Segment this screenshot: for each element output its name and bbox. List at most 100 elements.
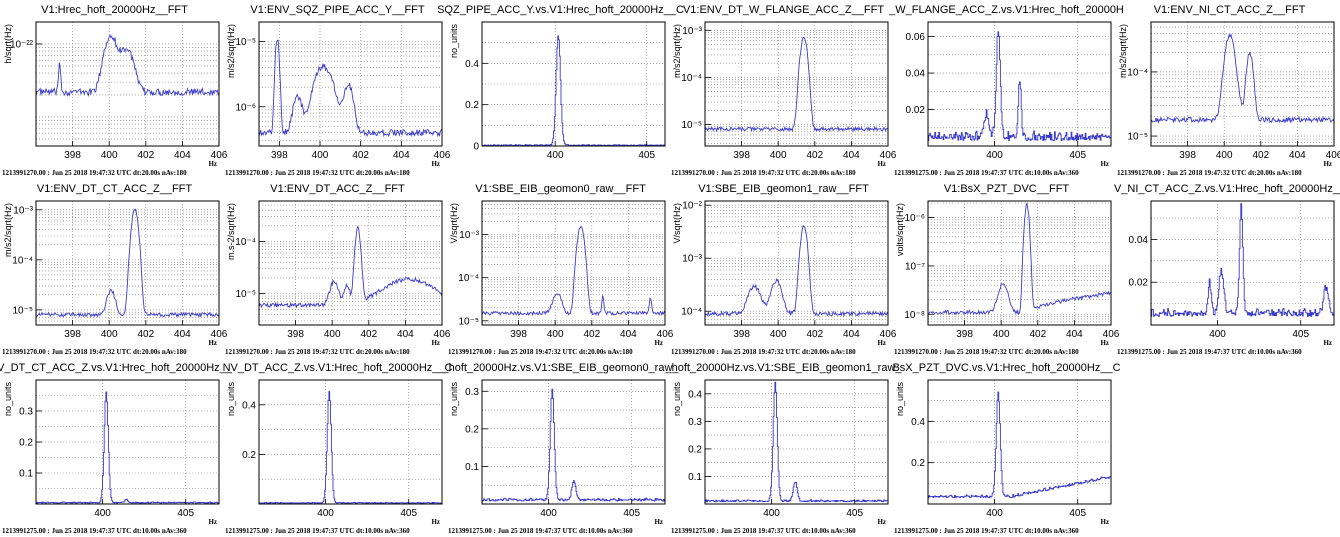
x-axis-label: Hz — [208, 160, 217, 168]
x-tick-label: 405 — [846, 508, 863, 519]
panel-title: _hoft_20000Hz.vs.V1:SBE_EIB_geomon1_raw_ — [664, 362, 902, 374]
x-tick-label: 400 — [993, 329, 1010, 340]
x-tick-label: 404 — [174, 150, 191, 161]
y-tick-label: 10⁻⁵ — [235, 289, 256, 300]
plot-frame — [35, 200, 220, 326]
x-tick-label: 406 — [434, 150, 451, 161]
plot-frame — [481, 21, 666, 147]
panel-footer: 1213991270.00 : Jun 25 2018 19:47:32 UTC… — [1117, 169, 1302, 177]
panel-footer: 1213991275.00 : Jun 25 2018 19:47:37 UTC… — [225, 527, 410, 535]
panel-footer: 1213991270.00 : Jun 25 2018 19:47:32 UTC… — [225, 169, 410, 177]
panel-title: NV_DT_ACC_Z.vs.V1:Hrec_hoft_20000Hz__C — [223, 362, 453, 374]
panel-footer: 1213991270.00 : Jun 25 2018 19:47:32 UTC… — [671, 348, 856, 356]
spectrum-panel-15: _hoft_20000Hz.vs.V1:SBE_EIB_geomon0_raw_… — [441, 362, 679, 535]
x-tick-label: 406 — [1103, 329, 1120, 340]
spectrum-trace — [35, 208, 220, 318]
plot-frame — [258, 379, 443, 505]
y-tick-label: 0.2 — [242, 450, 256, 461]
plot-area — [1151, 22, 1334, 146]
y-tick-label: 0.06 — [906, 32, 926, 43]
panel-title: V1:ENV_SQZ_PIPE_ACC_Y__FFT — [250, 4, 425, 16]
y-tick-label: 0.2 — [465, 100, 479, 111]
x-tick-label: 400 — [317, 508, 334, 519]
x-tick-label: 405 — [1069, 508, 1086, 519]
y-tick-label: 10⁻⁶ — [235, 102, 256, 113]
y-axis-label: m/s2/sqrt(Hz) — [226, 24, 236, 78]
x-tick-label: 406 — [211, 329, 228, 340]
spectrum-panel-5: _W_FLANGE_ACC_Z.vs.V1:Hrec_hoft_20000H 40… — [888, 4, 1124, 177]
y-tick-label: 0.2 — [688, 444, 702, 455]
x-tick-label: 406 — [657, 329, 674, 340]
x-tick-label: 404 — [1289, 150, 1306, 161]
x-tick-label: 398 — [510, 329, 527, 340]
panel-title: V_DT_CT_ACC_Z.vs.V1:Hrec_hoft_20000Hz__ — [0, 362, 233, 374]
plot-frame — [927, 21, 1112, 147]
x-tick-label: 398 — [1179, 150, 1196, 161]
x-tick-label: 400 — [324, 329, 341, 340]
x-tick-label: 400 — [1209, 329, 1226, 340]
x-tick-label: 405 — [638, 150, 655, 161]
panel-title: _hoft_20000Hz.vs.V1:SBE_EIB_geomon0_raw_ — [441, 362, 679, 374]
x-tick-label: 404 — [843, 329, 860, 340]
x-tick-label: 405 — [400, 508, 417, 519]
panel-footer: 1213991270.00 : Jun 25 2018 19:47:32 UTC… — [2, 169, 187, 177]
y-tick-label: 0.04 — [1129, 235, 1149, 246]
spectrum-trace — [704, 36, 889, 133]
plot-area — [259, 380, 442, 504]
x-tick-label: 400 — [547, 150, 564, 161]
y-tick-label: 10⁻⁶ — [904, 213, 925, 224]
y-tick-label: 0.02 — [1129, 278, 1149, 289]
plot-frame — [704, 200, 889, 326]
y-axis-label: m/s2/sqrt(Hz) — [672, 24, 682, 78]
x-tick-label: 406 — [434, 329, 451, 340]
spectrum-panel-13: V_DT_CT_ACC_Z.vs.V1:Hrec_hoft_20000Hz__ 4… — [0, 362, 233, 535]
x-tick-label: 406 — [1326, 150, 1340, 161]
y-axis-label: no_units — [449, 24, 459, 59]
x-tick-label: 405 — [1292, 329, 1309, 340]
x-axis-label: Hz — [877, 339, 886, 347]
spectrum-trace — [927, 202, 1112, 316]
x-tick-label: 400 — [94, 508, 111, 519]
y-tick-label: 0.4 — [911, 417, 925, 428]
panel-title: V1:ENV_DT_ACC_Z__FFT — [270, 183, 405, 195]
x-tick-label: 402 — [352, 150, 369, 161]
plot-frame — [258, 21, 443, 147]
y-tick-label: 10⁻⁴ — [235, 237, 256, 248]
x-tick-label: 402 — [806, 329, 823, 340]
plot-frame — [704, 379, 889, 505]
y-tick-label: 0.4 — [242, 400, 256, 411]
y-tick-label: 0.2 — [465, 424, 479, 435]
panel-footer: 1213991270.00 : Jun 25 2018 19:47:32 UTC… — [671, 169, 856, 177]
x-tick-label: 406 — [880, 150, 897, 161]
x-axis-label: Hz — [431, 518, 440, 526]
x-tick-label: 398 — [733, 150, 750, 161]
x-axis-label: Hz — [1100, 160, 1109, 168]
x-axis-label: Hz — [208, 518, 217, 526]
spectrum-panel-3: SQZ_PIPE_ACC_Y.vs.V1:Hrec_hoft_20000Hz__… — [437, 4, 684, 161]
x-tick-label: 402 — [583, 329, 600, 340]
y-axis-label: no_units — [449, 382, 459, 417]
plot-area — [482, 380, 665, 504]
panel-title: V1:ENV_DT_CT_ACC_Z__FFT — [37, 183, 193, 195]
y-axis-label: no_units — [3, 382, 13, 417]
y-tick-label: 10⁻² — [682, 201, 702, 212]
x-tick-label: 404 — [843, 150, 860, 161]
y-tick-label: 10⁻³ — [682, 254, 702, 265]
spectrum-trace — [928, 391, 1112, 499]
grid — [481, 200, 666, 326]
panel-title: BsX_PZT_DVC.vs.V1:Hrec_hoft_20000Hz__C — [892, 362, 1120, 374]
x-axis-label: Hz — [431, 160, 440, 168]
spectrum-trace — [704, 224, 889, 318]
grid — [704, 201, 889, 325]
y-tick-label: 0.1 — [465, 462, 479, 473]
y-tick-label: 0.04 — [906, 69, 926, 80]
plot-area — [259, 22, 442, 146]
y-axis-label: m.s-2/sqrt(Hz) — [226, 203, 236, 260]
x-tick-label: 398 — [956, 329, 973, 340]
y-tick-label: 0.2 — [911, 458, 925, 469]
spectrum-panel-1: V1:Hrec_hoft_20000Hz__FFT 398 400 402 404 406… — [2, 4, 228, 177]
panel-title: V1:SBE_EIB_geomon0_raw__FFT — [475, 183, 646, 195]
plot-frame — [927, 379, 1112, 505]
x-tick-label: 402 — [360, 329, 377, 340]
x-tick-label: 405 — [623, 508, 640, 519]
